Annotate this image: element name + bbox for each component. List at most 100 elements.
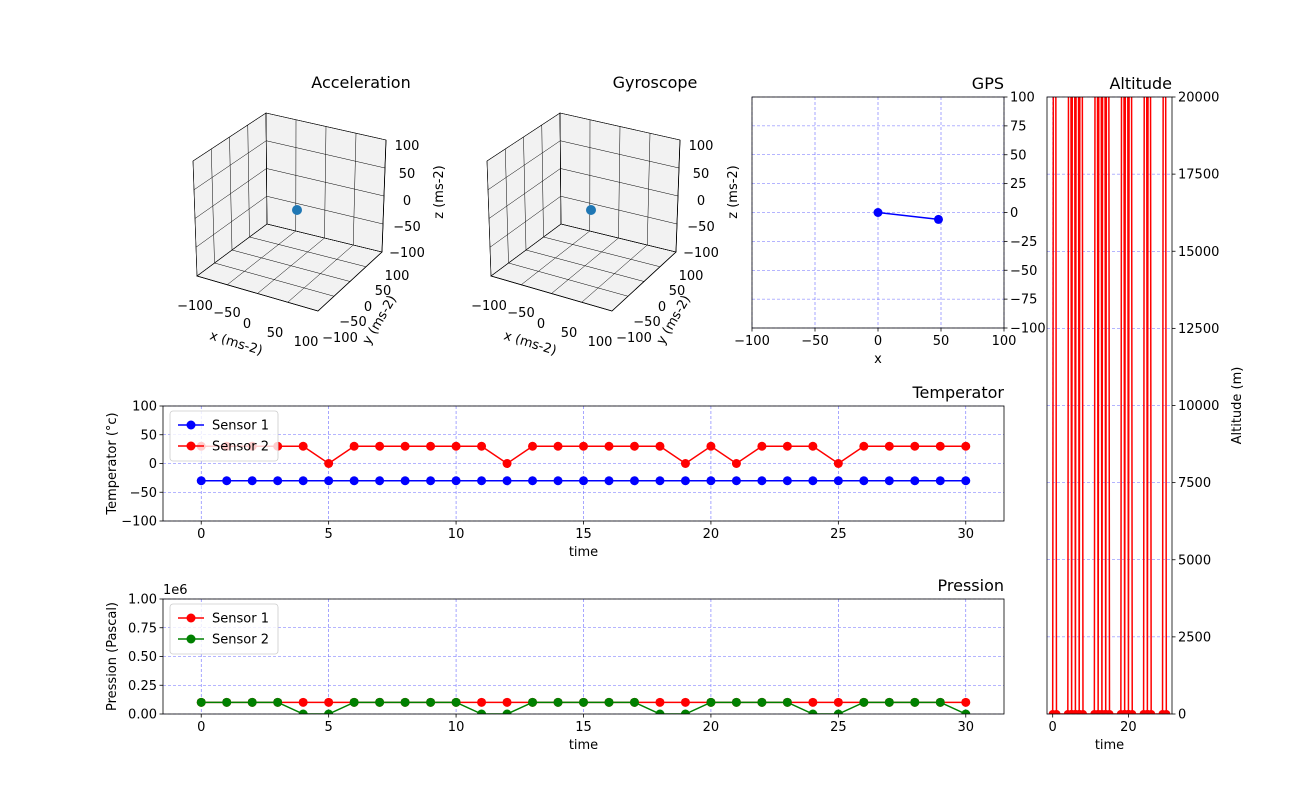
temperator-point (579, 441, 588, 451)
pression-xtick-label: 10 (448, 720, 465, 735)
gyroscope-xaxis-line (490, 275, 613, 312)
pression-xtick-label: 15 (575, 720, 592, 735)
temperator-point (859, 476, 869, 486)
gyroscope-xtick-label: 50 (561, 326, 578, 341)
temperator-axes: 0 5 10 15 20 25 30 −100 −50 0 50 100 time Temperator … (105, 383, 1004, 560)
acceleration-grid-y (229, 136, 351, 282)
temperator-point (426, 476, 436, 486)
altitude-ytick-label: 17500 (1178, 168, 1219, 183)
temperator-point (451, 476, 461, 486)
acceleration-xaxis-line (196, 275, 319, 312)
pression-ytick-label: 0.75 (128, 621, 157, 636)
temperator-legend-label: Sensor 2 (212, 440, 269, 455)
temperator-legend-marker (186, 441, 196, 451)
altitude-title: Altitude (1109, 74, 1172, 93)
pression-point (375, 697, 385, 707)
temperator-legend-marker (186, 420, 196, 430)
temperator-xtick-label: 5 (325, 527, 333, 542)
pression-point (477, 697, 487, 707)
pression-point (400, 697, 410, 707)
altitude-ylabel: Altitude (m) (1230, 367, 1245, 445)
temperator-point (782, 441, 792, 451)
pression-ytick-label: 0.50 (128, 650, 157, 665)
temperator-xtick-label: 20 (703, 527, 720, 542)
temperator-legend: Sensor 1 Sensor 2 (169, 410, 279, 462)
gps-ytick-label: −50 (1010, 264, 1037, 279)
acceleration-ztick-label: −100 (389, 246, 425, 261)
temperator-point (528, 441, 538, 451)
pression-point (553, 697, 563, 707)
pression-legend-label: Sensor 1 (212, 612, 269, 627)
temperator-point (273, 476, 283, 486)
pression-point (935, 697, 945, 707)
altitude-xtick-label: 20 (1120, 720, 1137, 735)
acceleration-xtick-label: −100 (177, 299, 213, 314)
gps-xtick-label: −50 (801, 334, 828, 349)
temperator-xtick-label: 15 (575, 527, 592, 542)
acceleration-ytick-label: −100 (322, 331, 358, 346)
altitude-plot (1048, 97, 1171, 714)
pression-xtick-label: 30 (957, 720, 974, 735)
acceleration-ztick-label: 50 (399, 167, 416, 182)
altitude-ytick-label: 12500 (1178, 322, 1219, 337)
pression-ytick-label: 0.00 (128, 708, 157, 723)
gyroscope-xtick-label: 100 (588, 335, 613, 350)
pression-point (528, 697, 538, 707)
pression-point (961, 709, 971, 714)
gyroscope-ytick-label: −50 (633, 315, 660, 330)
gps-ytick-label: 0 (1010, 206, 1018, 221)
temperator-xlabel: time (569, 545, 598, 560)
gps-ytick-label: −100 (1010, 322, 1046, 337)
acceleration-grid-y (265, 112, 383, 253)
temperator-point (502, 476, 512, 486)
pression-point (426, 697, 436, 707)
temperator-legend-label: Sensor 1 (212, 419, 269, 434)
temperator-point (935, 476, 945, 486)
gyroscope-zaxis-line (675, 139, 681, 253)
pression-point (451, 697, 461, 707)
temperator-point (859, 441, 869, 451)
temperator-point (655, 476, 665, 486)
gyroscope-ztick-label: 100 (689, 139, 714, 154)
gyroscope-grid-z (486, 112, 681, 162)
temperator-title: Temperator (911, 383, 1004, 402)
temperator-point (375, 441, 385, 451)
acceleration-grid-y (211, 148, 335, 297)
temperator-point (782, 476, 792, 486)
gyroscope-grid-y (559, 112, 677, 253)
pression-point (324, 697, 334, 707)
temperator-ytick-label: 0 (149, 457, 157, 472)
pression-point (884, 697, 894, 707)
gyroscope-xtick-label: −50 (507, 306, 534, 321)
temperator-point (324, 476, 334, 486)
temperator-xtick-label: 25 (830, 527, 847, 542)
gps-point (873, 208, 883, 217)
pression-point (833, 697, 843, 707)
temperator-point (349, 476, 359, 486)
pression-point (579, 697, 588, 707)
gyroscope-ztick-label: 50 (693, 167, 710, 182)
temperator-point (629, 476, 639, 486)
temperator-point (375, 476, 385, 486)
altitude-ytick-label: 7500 (1178, 476, 1211, 491)
altitude-ytick-label: 15000 (1178, 245, 1219, 260)
acceleration-xtick-label: −50 (213, 306, 240, 321)
temperator-ylabel: Temperator (°c) (105, 412, 120, 515)
pression-xlabel: time (569, 738, 598, 753)
pression-ytick-label: 0.25 (128, 679, 157, 694)
acceleration-title: Acceleration (311, 73, 410, 92)
pression-point (655, 709, 665, 714)
gps-xtick-label: 100 (992, 334, 1017, 349)
gps-xtick-label: 0 (874, 334, 882, 349)
temperator-xtick-label: 30 (957, 527, 974, 542)
altitude-xtick-label: 0 (1049, 720, 1057, 735)
temperator-point (451, 441, 461, 451)
temperator-plot (196, 441, 971, 486)
gyroscope-xlabel: x (ms-2) (502, 329, 558, 359)
temperator-point (731, 476, 741, 486)
pression-point (604, 697, 614, 707)
temperator-point (808, 476, 818, 486)
pression-point (680, 697, 690, 707)
